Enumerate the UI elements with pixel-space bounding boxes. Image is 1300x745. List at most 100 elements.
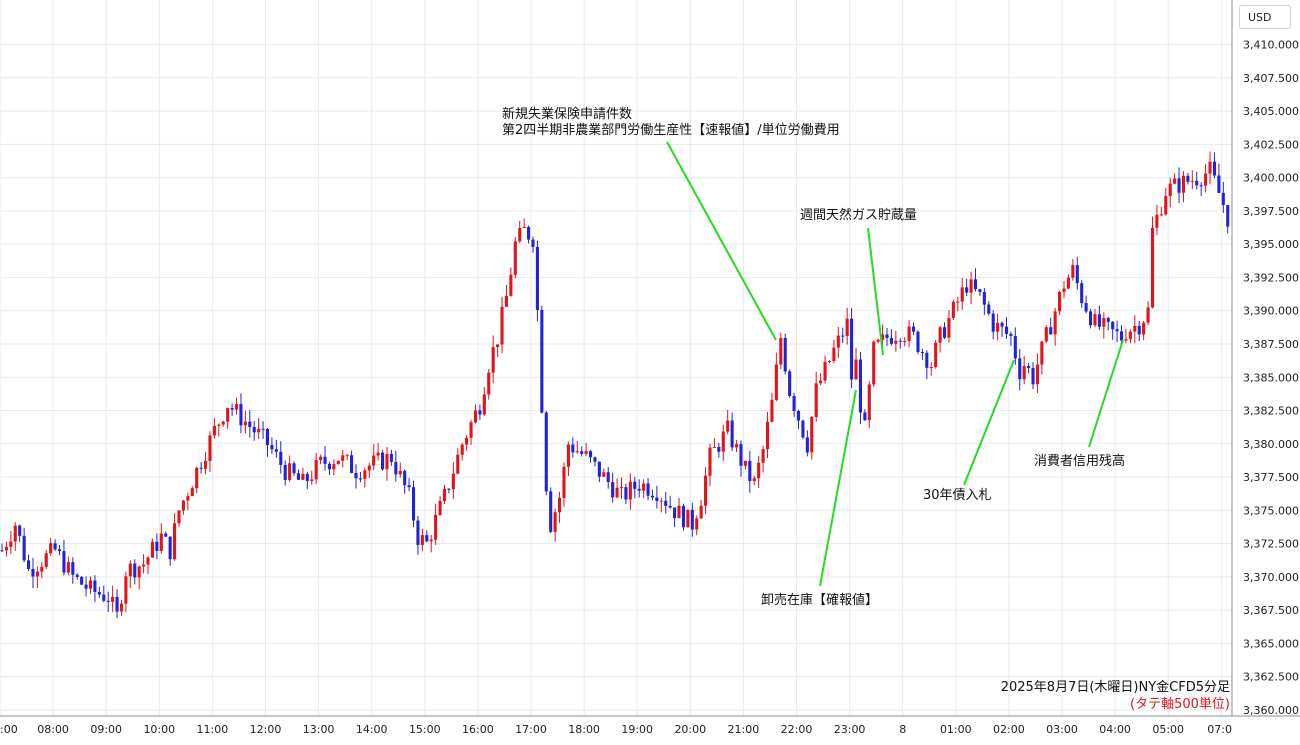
candle-body bbox=[106, 600, 110, 602]
candle-body bbox=[792, 396, 796, 411]
candle-body bbox=[1071, 265, 1075, 278]
candle-body bbox=[991, 313, 995, 332]
candle-body bbox=[469, 422, 473, 438]
candle-body bbox=[845, 318, 849, 336]
candle-body bbox=[13, 525, 17, 542]
x-tick-label: 16:00 bbox=[462, 723, 494, 736]
candle-body bbox=[1053, 311, 1057, 335]
candle-body bbox=[150, 541, 154, 558]
candles bbox=[0, 151, 1230, 619]
candle-body bbox=[646, 483, 650, 496]
candle-body bbox=[699, 505, 703, 519]
candle-body bbox=[628, 481, 632, 500]
x-tick-label: 10:00 bbox=[143, 723, 175, 736]
candle-body bbox=[872, 341, 876, 385]
candle-body bbox=[1009, 333, 1013, 336]
candle-body bbox=[637, 488, 641, 491]
x-tick-label: 21:00 bbox=[728, 723, 760, 736]
candle-body bbox=[288, 463, 292, 480]
candle-body bbox=[1124, 339, 1128, 341]
candle-body bbox=[1119, 331, 1124, 341]
candle-body bbox=[960, 287, 964, 302]
caption-title: 2025年8月7日(木曜日)NY金CFD5分足 bbox=[1000, 680, 1230, 695]
candle-body bbox=[721, 431, 725, 452]
x-tick-label: 23:00 bbox=[834, 723, 866, 736]
candle-body bbox=[695, 518, 699, 530]
annotation-label: 消費者信用残高 bbox=[1034, 453, 1125, 469]
candle-body bbox=[889, 337, 893, 344]
candle-body bbox=[571, 444, 575, 453]
y-tick-label: 3,395.000 bbox=[1243, 238, 1299, 251]
candle-body bbox=[323, 456, 327, 464]
candle-body bbox=[774, 364, 778, 400]
x-tick-label: 04:00 bbox=[1099, 723, 1131, 736]
candle-body bbox=[1133, 325, 1137, 332]
candle-body bbox=[540, 310, 544, 413]
candle-body bbox=[743, 460, 747, 466]
annotation-label: 新規失業保険申請件数 bbox=[502, 106, 632, 122]
candle-body bbox=[283, 464, 287, 480]
candle-body bbox=[66, 562, 70, 573]
candle-body bbox=[748, 460, 752, 482]
candle-body bbox=[788, 371, 792, 397]
candle-body bbox=[712, 446, 716, 448]
candle-body bbox=[810, 416, 814, 453]
candle-body bbox=[358, 478, 362, 480]
candle-body bbox=[319, 456, 323, 461]
candle-body bbox=[832, 347, 836, 361]
candle-body bbox=[128, 563, 132, 577]
candle-body bbox=[562, 466, 566, 498]
candle-body bbox=[473, 410, 478, 423]
candle-body bbox=[1159, 214, 1163, 216]
candle-body bbox=[814, 383, 818, 417]
candle-body bbox=[425, 535, 429, 542]
annotations: 新規失業保険申請件数第2四半期非農業部門労働生産性【速報値】/単位労働費用週間天… bbox=[502, 106, 1125, 608]
candle-body bbox=[823, 361, 827, 381]
candle-body bbox=[1018, 358, 1022, 380]
candle-body bbox=[730, 420, 734, 448]
candle-body bbox=[146, 557, 150, 565]
candle-body bbox=[978, 289, 982, 292]
candle-body bbox=[504, 295, 508, 307]
candle-body bbox=[1181, 175, 1186, 193]
currency-label[interactable]: USD bbox=[1239, 5, 1291, 29]
candle-body bbox=[518, 227, 522, 242]
candle-body bbox=[18, 525, 22, 536]
candle-body bbox=[973, 279, 978, 290]
candle-body bbox=[677, 505, 681, 519]
y-tick-label: 3,367.500 bbox=[1243, 604, 1299, 617]
candle-body bbox=[982, 291, 986, 305]
annotation-line bbox=[1088, 339, 1124, 448]
annotation-line bbox=[963, 359, 1015, 486]
candle-body bbox=[535, 246, 539, 311]
candle-body bbox=[1080, 283, 1084, 304]
x-tick-label: 07:00 bbox=[0, 723, 18, 736]
candle-body bbox=[327, 463, 331, 470]
candle-body bbox=[208, 435, 212, 461]
x-tick-label: 07:0 bbox=[1207, 723, 1232, 736]
candle-body bbox=[664, 500, 668, 506]
candle-body bbox=[80, 576, 84, 585]
candle-body bbox=[164, 533, 168, 537]
candle-body bbox=[265, 428, 270, 446]
candle-body bbox=[22, 535, 26, 561]
candle-body bbox=[544, 412, 548, 492]
candle-body bbox=[951, 301, 955, 318]
grid bbox=[0, 0, 1232, 716]
candle-body bbox=[195, 467, 199, 489]
candle-body bbox=[611, 482, 615, 498]
x-tick-label: 05:00 bbox=[1152, 723, 1184, 736]
candle-body bbox=[438, 500, 442, 515]
chart-caption: 2025年8月7日(木曜日)NY金CFD5分足 (タテ軸500単位) bbox=[1001, 679, 1230, 713]
candle-body bbox=[1217, 175, 1221, 193]
candle-body bbox=[279, 451, 283, 465]
x-tick-label: 13:00 bbox=[303, 723, 335, 736]
candle-body bbox=[1004, 326, 1009, 334]
candle-body bbox=[1089, 311, 1093, 326]
candle-body bbox=[1226, 205, 1230, 227]
candle-body bbox=[1208, 161, 1212, 174]
candle-body bbox=[53, 543, 57, 550]
x-tick-label: 09:00 bbox=[90, 723, 122, 736]
candle-body bbox=[531, 239, 535, 247]
candle-body bbox=[350, 455, 354, 473]
